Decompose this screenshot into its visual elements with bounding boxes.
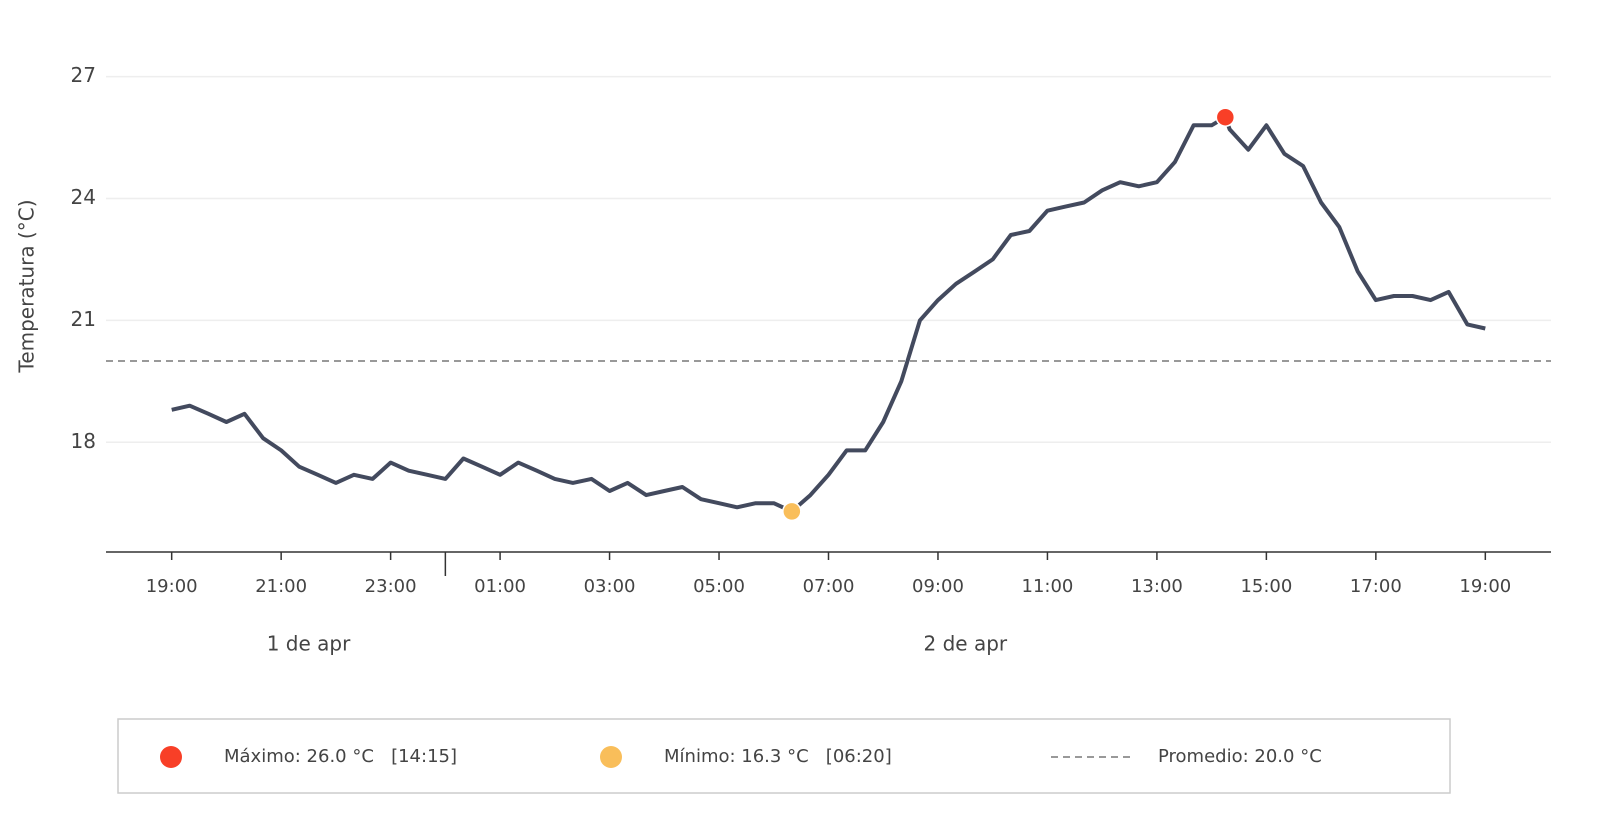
x-tick-label: 15:00 bbox=[1240, 576, 1292, 597]
x-tick-label: 07:00 bbox=[803, 576, 855, 597]
temperature-line bbox=[171, 115, 1486, 514]
day-label: 1 de apr bbox=[267, 632, 351, 656]
x-tick-label: 19:00 bbox=[146, 576, 198, 597]
min-point bbox=[782, 501, 802, 522]
x-tick-label: 09:00 bbox=[912, 576, 964, 597]
y-tick-label: 27 bbox=[71, 63, 96, 87]
x-tick-label: 19:00 bbox=[1459, 576, 1511, 597]
y-tick-label: 18 bbox=[71, 429, 96, 453]
legend-label: Máximo: 26.0 °C [14:15] bbox=[224, 746, 457, 767]
y-tick-label: 24 bbox=[71, 185, 96, 209]
x-tick-label: 11:00 bbox=[1022, 576, 1074, 597]
x-tick-label: 23:00 bbox=[365, 576, 417, 597]
legend-marker bbox=[600, 746, 622, 768]
max-point bbox=[1215, 107, 1236, 127]
y-tick-label: 21 bbox=[71, 307, 96, 331]
x-tick-label: 01:00 bbox=[474, 576, 526, 597]
x-tick-label: 21:00 bbox=[255, 576, 307, 597]
x-tick-label: 05:00 bbox=[693, 576, 745, 597]
legend-label: Promedio: 20.0 °C bbox=[1158, 746, 1322, 767]
x-tick-label: 13:00 bbox=[1131, 576, 1183, 597]
day-label: 2 de apr bbox=[924, 632, 1008, 656]
x-tick-label: 03:00 bbox=[584, 576, 636, 597]
legend-marker bbox=[160, 746, 182, 768]
legend-label: Mínimo: 16.3 °C [06:20] bbox=[664, 746, 892, 767]
legend-box bbox=[117, 718, 1451, 794]
x-tick-label: 17:00 bbox=[1350, 576, 1402, 597]
y-axis-label: Temperatura (°C) bbox=[15, 199, 39, 373]
